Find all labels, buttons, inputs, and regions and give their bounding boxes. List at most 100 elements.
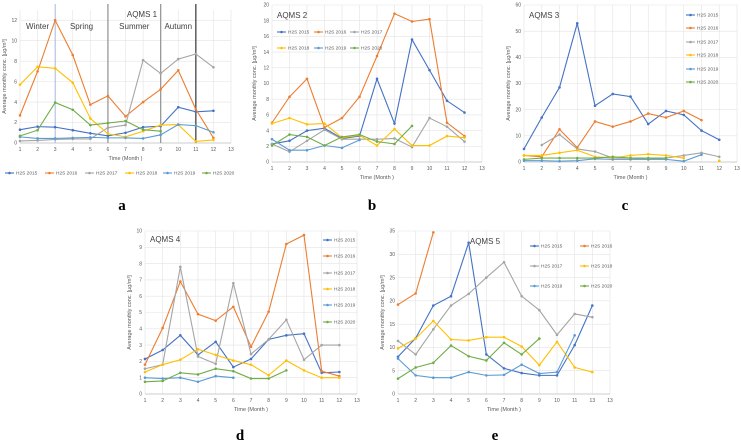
data-point xyxy=(159,87,162,91)
y-tick-label: 2 xyxy=(139,359,142,365)
data-point xyxy=(214,374,217,378)
data-point xyxy=(18,83,22,86)
data-point xyxy=(36,139,39,142)
data-point xyxy=(358,133,361,136)
legend-marker xyxy=(8,171,11,175)
data-point xyxy=(232,281,235,285)
data-point xyxy=(36,125,39,128)
legend-marker xyxy=(689,13,692,17)
legend-item: H2S 2016 xyxy=(323,254,356,260)
legend-item: H2S 2020 xyxy=(350,46,383,52)
y-tick-label: 0 xyxy=(392,392,395,398)
x-tick-label: 3 xyxy=(306,166,309,172)
legend-label: H2S 2017 xyxy=(361,30,383,36)
legend-marker xyxy=(533,284,536,288)
legend-label: H2S 2017 xyxy=(541,264,563,270)
data-point xyxy=(159,129,162,133)
legend-marker xyxy=(326,303,329,307)
data-point xyxy=(646,122,650,126)
y-tick-label: 5 xyxy=(139,310,142,316)
y-tick-label: 4 xyxy=(266,128,269,134)
data-point xyxy=(414,337,417,340)
data-point xyxy=(141,128,145,131)
data-point xyxy=(161,363,164,366)
data-point xyxy=(445,99,449,103)
data-point xyxy=(323,122,326,125)
legend-label: H2S 2020 xyxy=(213,171,235,177)
data-point xyxy=(393,127,396,131)
data-point xyxy=(445,134,449,138)
data-point xyxy=(106,94,110,98)
series-h2s-2019 xyxy=(396,334,576,380)
data-point xyxy=(393,12,396,15)
data-point xyxy=(323,126,326,129)
legend-marker xyxy=(583,244,586,248)
x-tick-label: 1 xyxy=(271,166,274,172)
legend-item: H2S 2017 xyxy=(323,271,356,277)
data-point xyxy=(179,376,182,380)
season-label-winter: Winter xyxy=(26,22,49,31)
data-point xyxy=(143,367,147,371)
data-point xyxy=(249,345,253,349)
data-point xyxy=(159,72,162,75)
x-tick-label: 6 xyxy=(485,398,488,404)
data-point xyxy=(449,294,453,298)
legend-label: H2S 2018 xyxy=(136,171,158,177)
data-point xyxy=(143,363,147,366)
legend-marker xyxy=(48,171,51,175)
x-tick-label: 11 xyxy=(444,166,449,172)
y-tick-label: 30 xyxy=(389,252,395,258)
data-point xyxy=(305,135,309,139)
data-point xyxy=(375,77,379,81)
series-line xyxy=(19,18,214,139)
x-tick-label: 6 xyxy=(611,166,614,172)
x-tick-label: 13 xyxy=(607,398,613,404)
data-point xyxy=(53,67,57,70)
data-point xyxy=(485,359,488,362)
data-point xyxy=(141,100,145,104)
data-point xyxy=(124,131,127,135)
legend-label: H2S 2020 xyxy=(591,284,613,290)
legend-item: H2S 2019 xyxy=(686,67,719,73)
data-point xyxy=(573,312,576,316)
legend-label: H2S 2018 xyxy=(288,46,310,52)
data-point xyxy=(538,337,541,340)
data-point xyxy=(141,137,145,140)
data-point xyxy=(646,152,650,156)
legend-label: H2S 2020 xyxy=(334,320,356,326)
data-point xyxy=(575,148,579,152)
x-tick-label: 9 xyxy=(411,166,414,172)
y-tick-label: 20 xyxy=(263,3,269,9)
data-point xyxy=(232,369,235,373)
data-point xyxy=(194,140,198,143)
legend-label: H2S 2015 xyxy=(334,238,356,244)
legend-label: H2S 2016 xyxy=(325,30,347,36)
data-point xyxy=(106,121,110,125)
data-point xyxy=(305,77,309,81)
data-point xyxy=(267,377,270,380)
data-point xyxy=(375,144,379,147)
chart-e: 0 5 10 15 20 25 30 35 1 2 3 4 5 6 7 8 9 10 11 13 13 Time (Mon… xyxy=(380,229,613,444)
legend-label: H2S 2020 xyxy=(361,46,383,52)
data-point xyxy=(414,374,417,377)
x-tick-label: 5 xyxy=(594,166,597,172)
data-point xyxy=(520,371,523,375)
data-point xyxy=(340,116,344,120)
data-point xyxy=(555,370,559,374)
y-tick-label: 4 xyxy=(14,100,17,106)
data-point xyxy=(179,334,182,337)
data-point xyxy=(700,129,703,132)
data-point xyxy=(575,159,579,162)
legend-marker xyxy=(166,171,169,175)
data-point xyxy=(396,347,400,350)
legend-label: H2S 2019 xyxy=(334,303,356,309)
data-point xyxy=(302,369,306,372)
data-point xyxy=(520,363,523,366)
y-tick-label: 20 xyxy=(515,107,521,113)
data-point xyxy=(143,380,147,384)
legend-item: H2S 2015 xyxy=(530,244,563,250)
